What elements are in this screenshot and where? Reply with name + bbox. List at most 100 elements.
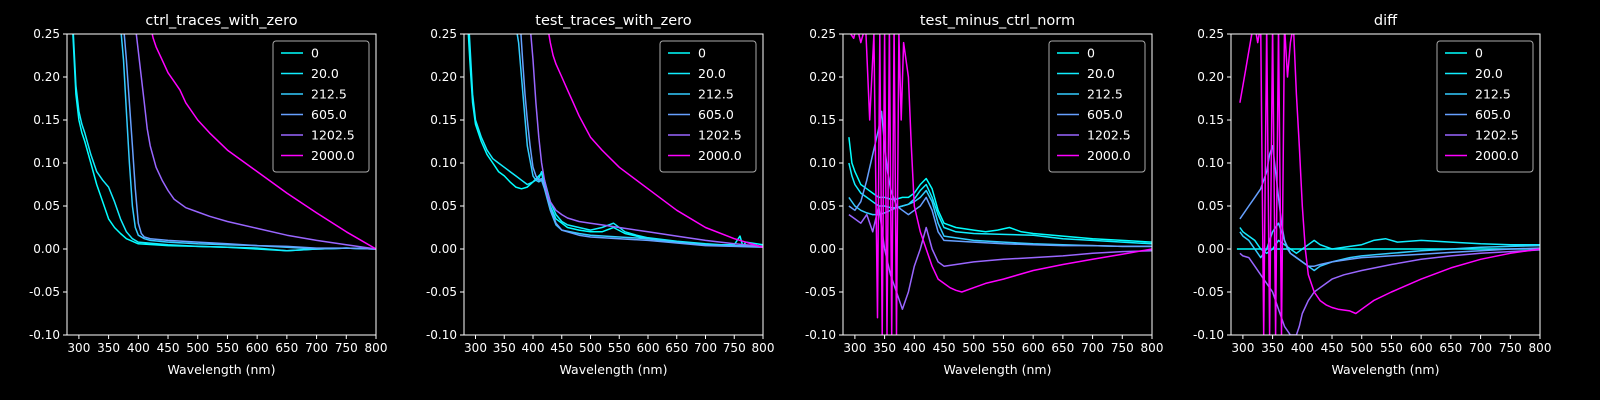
x-tick-label: 400 [522,341,545,355]
x-tick-label: 550 [1380,341,1403,355]
legend: 0 20.0 212.5 605.0 1202.5 2000.0 [1436,40,1534,173]
x-tick-label: 550 [608,341,631,355]
plot-frame [1230,33,1541,336]
legend-entry-label: 605.0 [1475,107,1511,122]
legend-entry-label: 1202.5 [311,128,355,143]
series-line-2 [1239,227,1540,255]
series-line-5 [530,34,763,248]
series-line-5 [848,205,1152,310]
legend-entry-label: 1202.5 [1475,128,1519,143]
legend: 0 20.0 212.5 605.0 1202.5 2000.0 [659,40,757,173]
series-line-2 [848,162,1152,245]
legend-entry-label: 20.0 [311,66,339,81]
series-line-6 [151,34,376,250]
chart-title: diff [1374,13,1398,29]
legend: 0 20.0 212.5 605.0 1202.5 2000.0 [272,40,370,173]
y-tick-label: 0.05 [809,199,836,213]
x-tick-label: 500 [1350,341,1373,355]
series-lines [1236,34,1540,335]
y-tick-label: -0.10 [29,328,60,342]
x-tick-label: 650 [665,341,688,355]
x-tick-label: 650 [1439,341,1462,355]
plot-frame [463,33,764,336]
x-tick-label: 450 [933,341,956,355]
x-tick-label: 450 [1321,341,1344,355]
x-tick-label: 550 [216,341,239,355]
y-tick-label: 0.20 [430,70,457,84]
legend-entry-label: 0 [1475,46,1483,61]
series-line-3 [120,34,376,250]
y-tick-label: 0.10 [1197,156,1224,170]
legend-entry-label: 1202.5 [698,128,742,143]
x-tick-label: 350 [1261,341,1284,355]
y-tick-label: 0.10 [430,156,457,170]
x-tick-label: 800 [1529,341,1552,355]
chart-title: test_minus_ctrl_norm [920,13,1075,29]
plot-frame [842,33,1153,336]
legend-entry-label: 212.5 [311,87,347,102]
y-tick-label: 0.15 [430,113,457,127]
y-tick-label: 0.05 [1197,199,1224,213]
x-tick-label: 300 [67,341,90,355]
y-tick-label: 0.05 [33,199,60,213]
y-tick-label: -0.10 [805,328,836,342]
legend-entry-label: 1202.5 [1087,128,1131,143]
plot-frame [66,33,377,336]
x-tick-label: 400 [903,341,926,355]
legend-entry-label: 212.5 [1475,87,1511,102]
x-tick-label: 650 [275,341,298,355]
series-line-4 [1239,145,1540,267]
y-tick-label: -0.05 [29,285,60,299]
legend-entry-label: 0 [698,46,706,61]
chart-title: ctrl_traces_with_zero [145,13,297,29]
x-tick-label: 350 [493,341,516,355]
x-tick-label: 500 [962,341,985,355]
y-tick-label: -0.10 [426,328,457,342]
x-tick-label: 400 [127,341,150,355]
x-tick-label: 750 [335,341,358,355]
series-line-6 [548,34,763,249]
chart-title: test_traces_with_zero [535,13,692,29]
y-tick-label: 0.10 [33,156,60,170]
y-tick-label: 0.00 [1197,242,1224,256]
series-lines [72,34,376,252]
series-line-3 [516,34,763,248]
y-tick-label: 0.05 [430,199,457,213]
x-tick-label: 550 [992,341,1015,355]
y-tick-label: 0.20 [809,70,836,84]
x-tick-label: 350 [97,341,120,355]
y-tick-label: 0.25 [33,27,60,41]
x-axis-label: Wavelength (nm) [944,362,1052,377]
legend-entry-label: 0 [1087,46,1095,61]
y-tick-label: 0.25 [809,27,836,41]
x-tick-label: 700 [694,341,717,355]
chart-panel-2: test_traces_with_zero 300 350 400 450 500 550 6… [426,13,775,377]
y-tick-label: 0.20 [33,70,60,84]
legend-entry-label: 2000.0 [1475,148,1519,163]
y-tick-label: -0.05 [1193,285,1224,299]
x-tick-label: 600 [246,341,269,355]
legend-entry-label: 20.0 [1475,66,1503,81]
chart-panel-3: test_minus_ctrl_norm 300 350 400 450 500 550 60… [805,13,1164,377]
y-tick-label: 0.00 [430,242,457,256]
x-axis-label: Wavelength (nm) [168,362,276,377]
y-tick-label: 0.15 [809,113,836,127]
x-tick-label: 750 [723,341,746,355]
series-line-5 [135,34,376,250]
legend-entry-label: 2000.0 [698,148,742,163]
series-line-5 [1239,249,1540,335]
x-tick-label: 600 [1022,341,1045,355]
y-tick-label: 0.25 [430,27,457,41]
y-tick-label: 0.00 [809,242,836,256]
series-line-3 [848,189,1152,248]
legend-entry-label: 20.0 [1087,66,1115,81]
series-line-2 [72,34,376,252]
x-tick-label: 300 [1231,341,1254,355]
y-tick-label: 0.00 [33,242,60,256]
x-tick-label: 450 [157,341,180,355]
x-tick-label: 300 [843,341,866,355]
legend-entry-label: 212.5 [1087,87,1123,102]
x-tick-label: 700 [305,341,328,355]
